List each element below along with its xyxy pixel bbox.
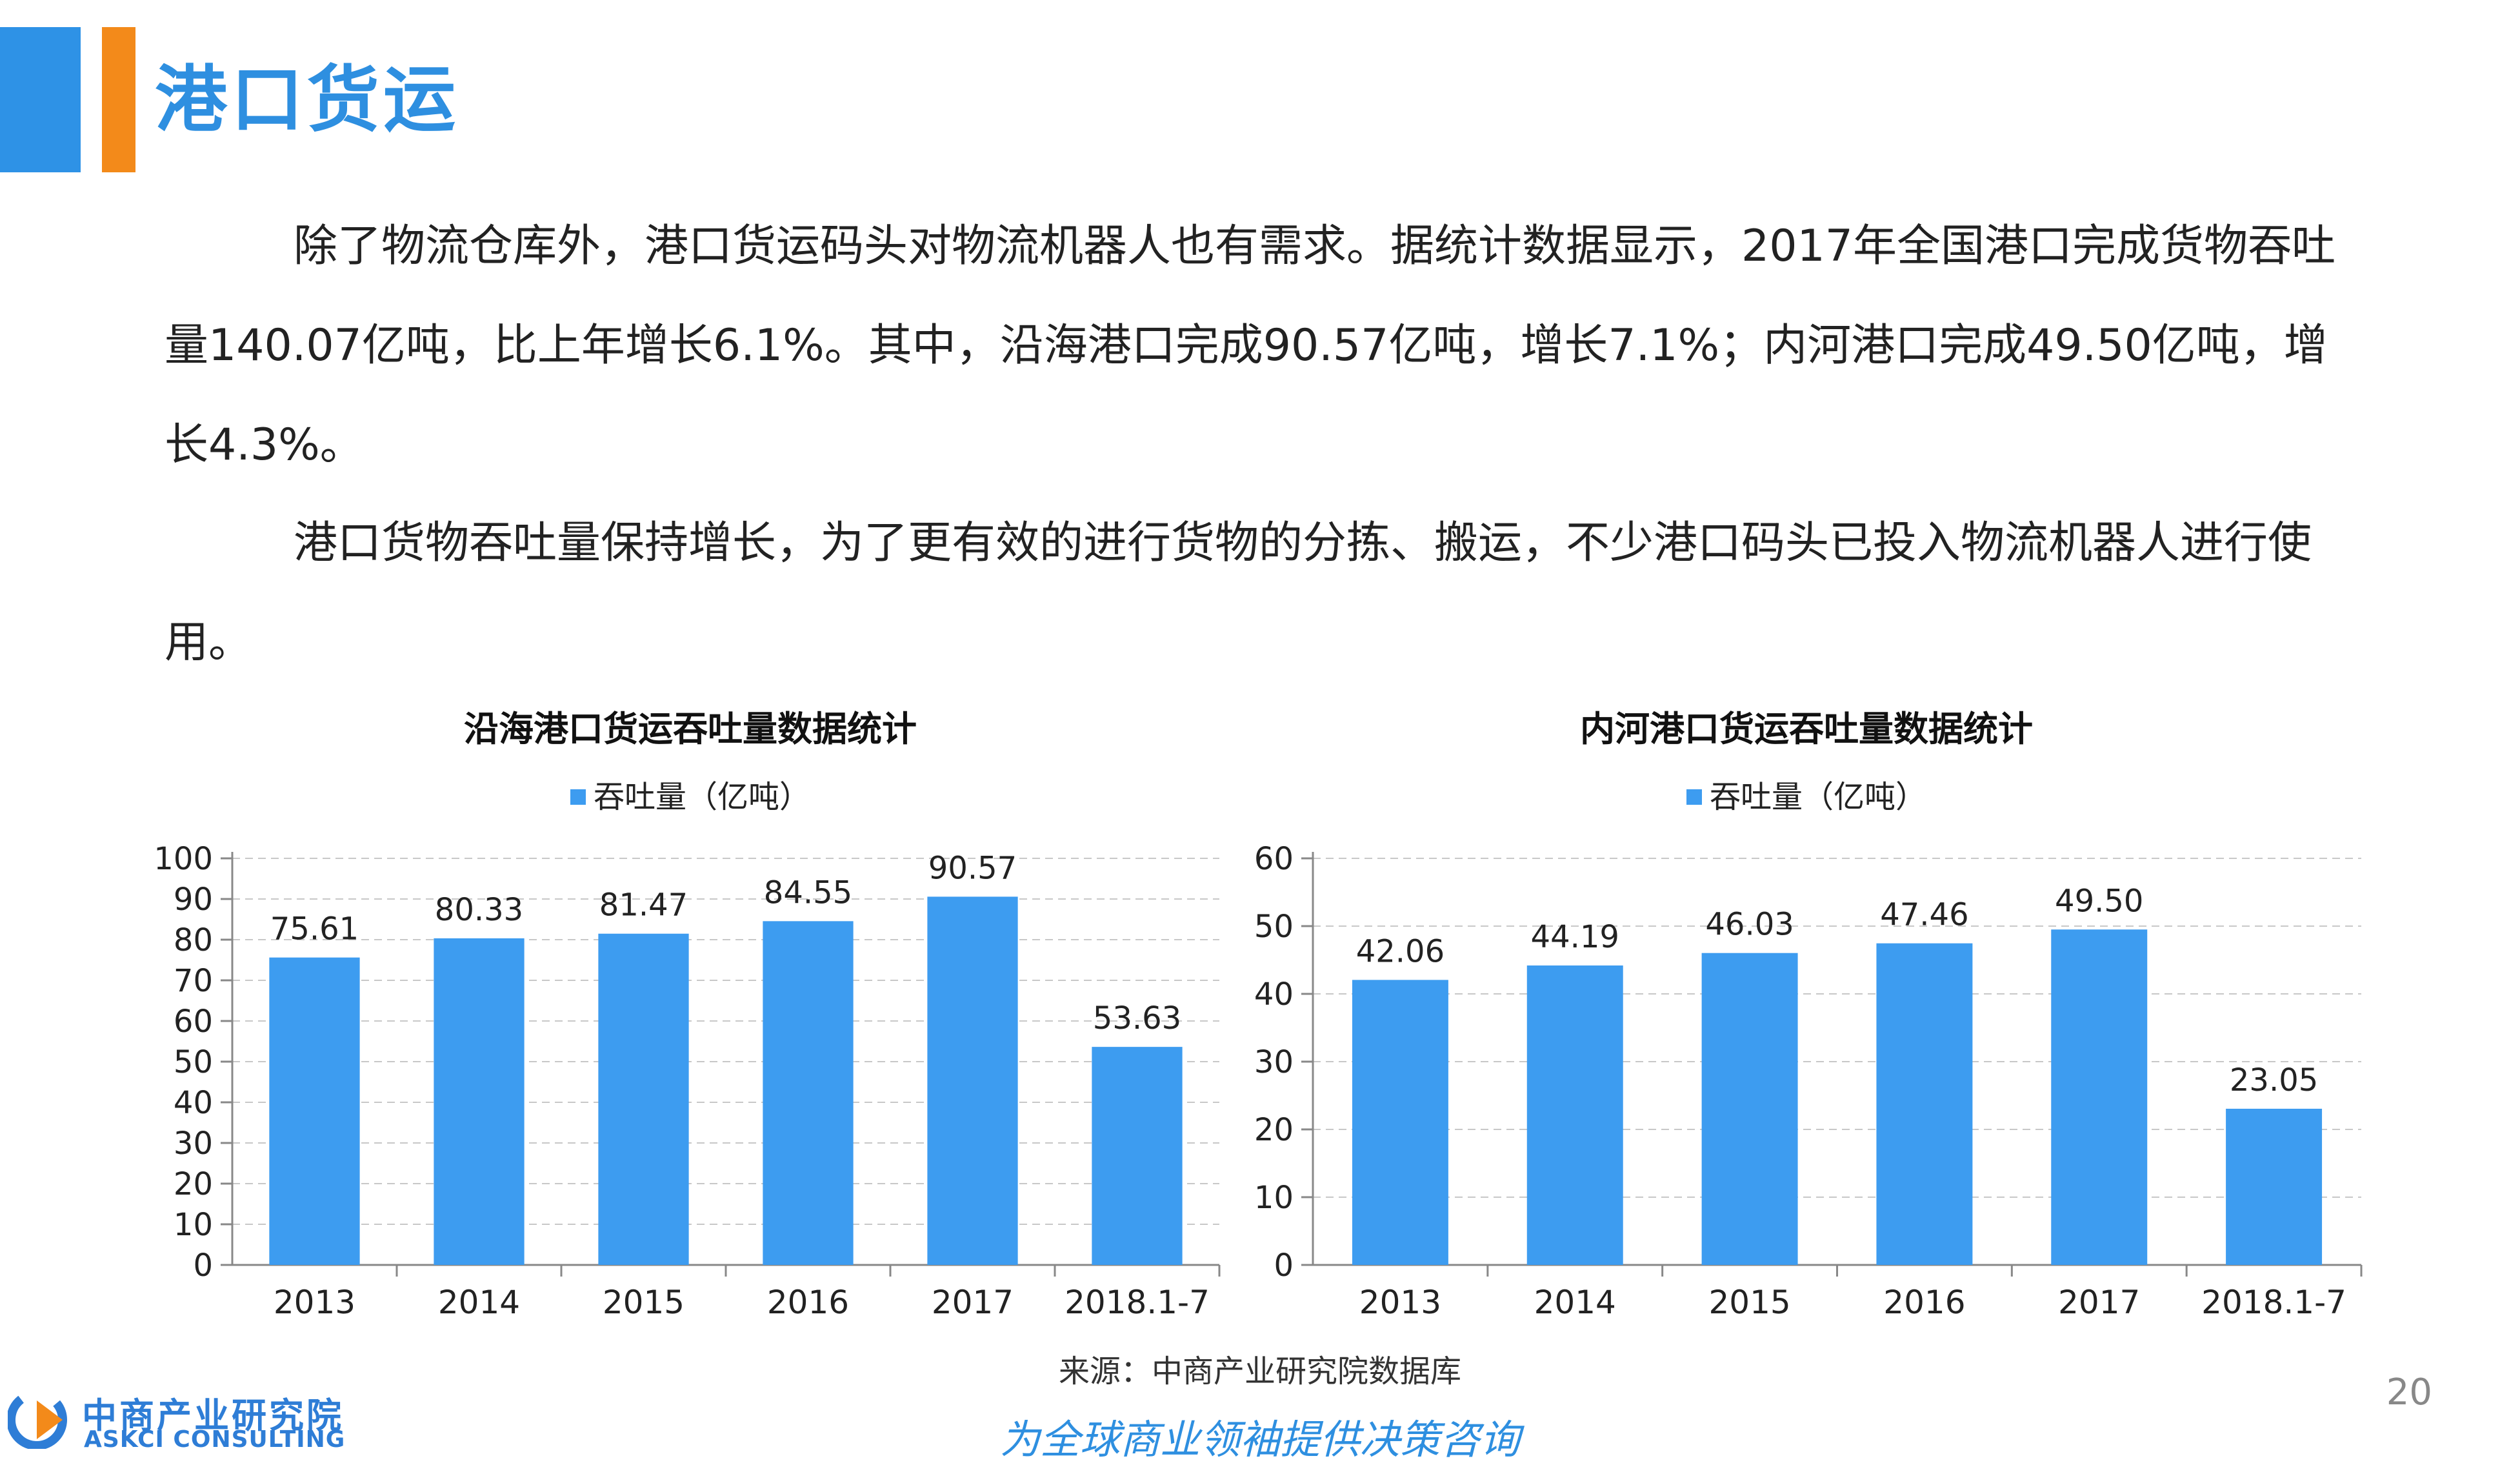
y-tick-label: 20 <box>174 1166 213 1202</box>
logo-text-cn: 中商产业研究院 <box>82 1395 344 1436</box>
x-tick-label: 2013 <box>1359 1284 1441 1321</box>
data-label: 75.61 <box>270 911 359 947</box>
page-title: 港口货运 <box>155 58 459 142</box>
bar <box>2226 1108 2323 1265</box>
y-tick-label: 100 <box>154 841 213 877</box>
y-tick-label: 30 <box>1254 1044 1294 1080</box>
data-label: 42.06 <box>1356 933 1445 969</box>
data-label: 23.05 <box>2230 1062 2318 1098</box>
x-tick-label: 2018.1-7 <box>1065 1284 1210 1321</box>
y-tick-label: 20 <box>1254 1112 1294 1148</box>
source-note: 来源：中商产业研究院数据库 <box>1058 1353 1461 1389</box>
data-label: 44.19 <box>1531 919 1619 955</box>
body-paragraph-2: 港口货物吞吐量保持增长，为了更有效的进行货物的分拣、搬运，不少港口码头已投入物流… <box>165 494 2358 692</box>
bar <box>1701 953 1798 1265</box>
legend-label: 吞吐量（亿吨） <box>1709 779 1926 815</box>
bar <box>1352 980 1448 1265</box>
bar <box>2051 929 2148 1265</box>
title-blue-block <box>0 27 81 172</box>
chart-legend: 吞吐量（亿吨） <box>142 771 1239 816</box>
x-tick-label: 2013 <box>274 1284 355 1321</box>
data-label: 81.47 <box>599 887 688 924</box>
page-number: 20 <box>2386 1371 2432 1413</box>
paragraph-text: 港口货物吞吐量保持增长，为了更有效的进行货物的分拣、搬运，不少港口码头已投入物流… <box>165 518 2312 668</box>
x-tick-label: 2016 <box>767 1284 849 1321</box>
x-tick-label: 2015 <box>603 1284 685 1321</box>
bar <box>763 921 854 1265</box>
legend-swatch <box>1686 789 1702 805</box>
y-tick-label: 0 <box>193 1248 213 1284</box>
bar <box>1876 943 1973 1265</box>
y-tick-label: 0 <box>1274 1248 1294 1284</box>
bar <box>598 933 689 1265</box>
data-label: 47.46 <box>1880 897 1968 933</box>
y-tick-label: 50 <box>1254 909 1294 945</box>
y-tick-label: 40 <box>1254 976 1294 1013</box>
chart-plot: 0 10 20 30 40 50 60 70 80 90 100 75.61 2013 80.33 2014… <box>154 841 1221 1321</box>
data-label: 46.03 <box>1705 907 1794 943</box>
x-tick-label: 2015 <box>1708 1284 1790 1321</box>
bar <box>1092 1047 1183 1265</box>
x-tick-label: 2017 <box>2058 1284 2140 1321</box>
bar <box>434 938 525 1265</box>
chart-plot: 0 10 20 30 40 50 60 42.06 2013 44.19 2014 46.03 2015… <box>1254 841 2363 1321</box>
logo-text-en: ASKCI CONSULTING <box>84 1426 346 1453</box>
chart-title: 沿海港口货运吞吐量数据统计 <box>464 709 917 749</box>
chart-title: 内河港口货运吞吐量数据统计 <box>1580 709 2033 749</box>
y-tick-label: 30 <box>174 1126 213 1162</box>
x-tick-label: 2016 <box>1883 1284 1965 1321</box>
x-tick-label: 2017 <box>932 1284 1014 1321</box>
y-tick-label: 90 <box>174 882 213 918</box>
x-tick-label: 2018.1-7 <box>2201 1284 2346 1321</box>
y-tick-label: 50 <box>174 1044 213 1080</box>
bar <box>927 896 1018 1265</box>
inland-port-chart: 内河港口货运吞吐量数据统计 吞吐量（亿吨） 0 10 20 30 40 50 60 42.06… <box>1239 691 2374 1329</box>
data-label: 90.57 <box>928 850 1017 886</box>
y-tick-label: 70 <box>174 963 213 999</box>
title-orange-accent <box>102 27 135 172</box>
data-label: 53.63 <box>1093 1000 1181 1036</box>
data-label: 49.50 <box>2055 883 2143 919</box>
x-tick-label: 2014 <box>438 1284 520 1321</box>
y-tick-label: 60 <box>1254 841 1294 877</box>
coastal-port-chart: 沿海港口货运吞吐量数据统计 吞吐量（亿吨） 0 10 20 30 40 50 60 70 80 9… <box>142 691 1239 1329</box>
body-paragraph-1: 除了物流仓库外，港口货运码头对物流机器人也有需求。据统计数据显示，2017年全国… <box>165 197 2358 495</box>
askci-logo-icon <box>8 1391 67 1449</box>
y-tick-label: 40 <box>174 1085 213 1121</box>
bar <box>1526 965 1623 1265</box>
legend-label: 吞吐量（亿吨） <box>593 779 810 815</box>
y-tick-label: 10 <box>174 1207 213 1243</box>
chart-legend: 吞吐量（亿吨） <box>1239 771 2374 816</box>
data-label: 80.33 <box>435 892 523 928</box>
y-tick-label: 80 <box>174 922 213 958</box>
askci-logo: 中商产业研究院 ASKCI CONSULTING <box>8 1391 395 1453</box>
y-tick-label: 10 <box>1254 1180 1294 1216</box>
bar <box>269 957 360 1265</box>
paragraph-text: 除了物流仓库外，港口货运码头对物流机器人也有需求。据统计数据显示，2017年全国… <box>165 221 2336 470</box>
data-label: 84.55 <box>764 874 852 911</box>
y-tick-label: 60 <box>174 1004 213 1040</box>
x-tick-label: 2014 <box>1534 1284 1616 1321</box>
legend-swatch <box>570 789 586 805</box>
